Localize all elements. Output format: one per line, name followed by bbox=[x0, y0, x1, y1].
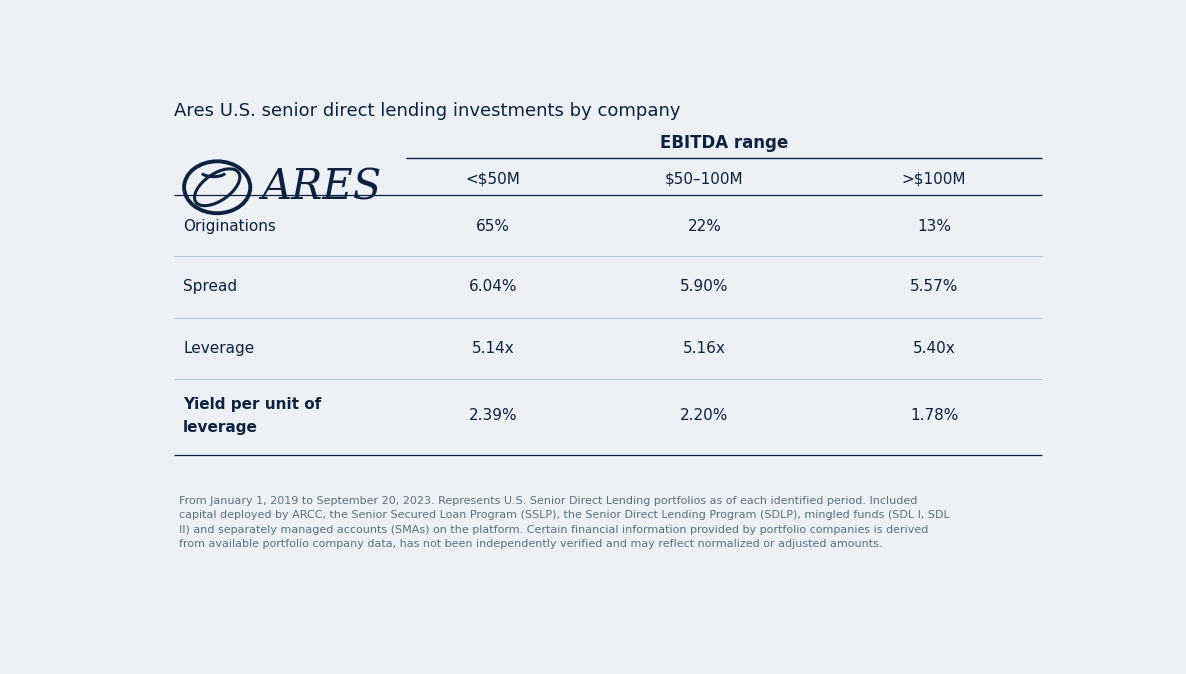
Text: 5.57%: 5.57% bbox=[910, 280, 958, 295]
Text: Leverage: Leverage bbox=[183, 340, 255, 356]
Text: 5.16x: 5.16x bbox=[683, 340, 726, 356]
Text: <$50M: <$50M bbox=[465, 172, 521, 187]
Text: 6.04%: 6.04% bbox=[468, 280, 517, 295]
Text: leverage: leverage bbox=[183, 419, 259, 435]
Text: >$100M: >$100M bbox=[901, 172, 967, 187]
Text: 22%: 22% bbox=[688, 218, 721, 234]
Text: $50–100M: $50–100M bbox=[665, 172, 744, 187]
Text: From January 1, 2019 to September 20, 2023. Represents U.S. Senior Direct Lendin: From January 1, 2019 to September 20, 20… bbox=[179, 496, 949, 549]
Text: 5.14x: 5.14x bbox=[472, 340, 515, 356]
Text: 13%: 13% bbox=[917, 218, 951, 234]
Text: Ares U.S. senior direct lending investments by company: Ares U.S. senior direct lending investme… bbox=[174, 102, 681, 120]
Text: 5.90%: 5.90% bbox=[680, 280, 728, 295]
Text: 2.39%: 2.39% bbox=[468, 408, 517, 423]
Text: 1.78%: 1.78% bbox=[910, 408, 958, 423]
Text: Originations: Originations bbox=[183, 218, 276, 234]
Text: ARES: ARES bbox=[261, 166, 382, 208]
Text: 65%: 65% bbox=[476, 218, 510, 234]
Text: Yield per unit of: Yield per unit of bbox=[183, 397, 321, 412]
Text: 5.40x: 5.40x bbox=[913, 340, 956, 356]
Text: 2.20%: 2.20% bbox=[680, 408, 728, 423]
Text: Spread: Spread bbox=[183, 280, 237, 295]
Text: EBITDA range: EBITDA range bbox=[659, 135, 788, 152]
